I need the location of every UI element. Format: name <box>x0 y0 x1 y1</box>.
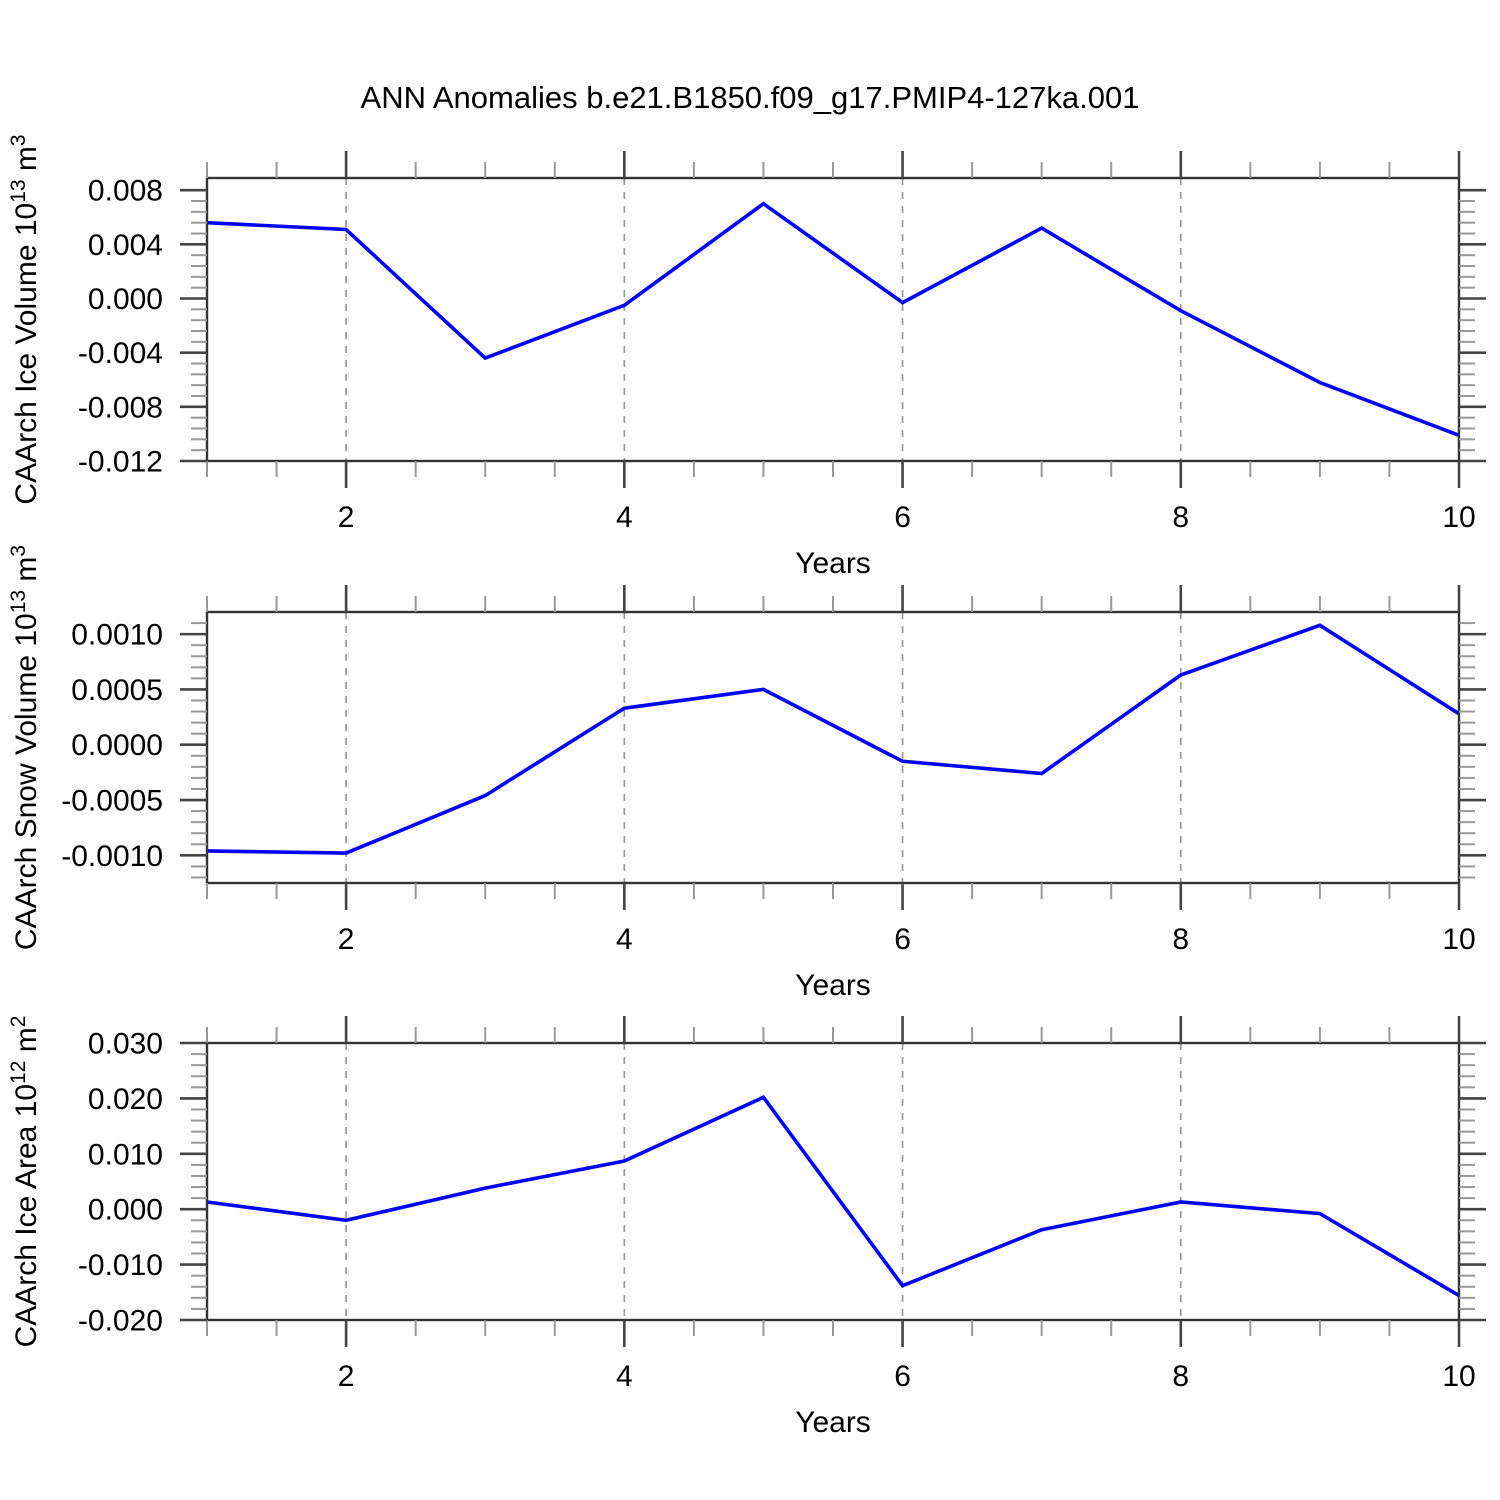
y-tick-label: -0.0005 <box>61 785 163 818</box>
y-tick-label: 0.000 <box>88 283 163 316</box>
x-tick-label: 2 <box>338 923 355 956</box>
data-line <box>206 1095 1460 1298</box>
chart-title: ANN Anomalies b.e21.B1850.f09_g17.PMIP4-… <box>361 80 1140 115</box>
y-tick-label: -0.012 <box>78 446 163 479</box>
y-tick-label: -0.0010 <box>61 840 163 873</box>
data-line <box>206 623 1460 855</box>
y-axis-label: CAArch Ice Area 1012 m2 <box>7 1016 43 1348</box>
x-axis-label: Years <box>795 547 871 580</box>
y-tick-label: 0.030 <box>88 1028 163 1061</box>
x-tick-label: 6 <box>894 923 911 956</box>
x-tick-label: 4 <box>616 501 633 534</box>
x-tick-label: 10 <box>1442 1360 1475 1393</box>
plot-border <box>205 1041 1461 1322</box>
x-axis-label: Years <box>795 969 871 1002</box>
x-tick-label: 6 <box>894 501 911 534</box>
y-tick-label: 0.008 <box>88 175 163 208</box>
y-tick-label: 0.010 <box>88 1138 163 1171</box>
y-tick-label: 0.020 <box>88 1083 163 1116</box>
y-tick-label: -0.010 <box>78 1249 163 1282</box>
y-tick-label: 0.004 <box>88 229 163 262</box>
y-axis-label: CAArch Snow Volume 1013 m3 <box>7 545 43 950</box>
chart-title-group: ANN Anomalies b.e21.B1850.f09_g17.PMIP4-… <box>361 80 1140 115</box>
x-axis-label: Years <box>795 1406 871 1439</box>
y-tick-label: 0.0010 <box>71 619 163 652</box>
y-tick-label: 0.000 <box>88 1194 163 1227</box>
x-tick-label: 6 <box>894 1360 911 1393</box>
data-line <box>206 201 1460 437</box>
y-tick-label: 0.0005 <box>71 674 163 707</box>
y-tick-label: 0.0000 <box>71 729 163 762</box>
x-tick-label: 2 <box>338 1360 355 1393</box>
x-tick-label: 4 <box>616 1360 633 1393</box>
x-tick-label: 8 <box>1172 1360 1189 1393</box>
x-tick-label: 8 <box>1172 923 1189 956</box>
x-tick-label: 4 <box>616 923 633 956</box>
panel-ice-area: 2 4 6 8 10 0.030 0.020 0.010 0.000 -0.010 -0.020 Ye… <box>7 1016 1486 1439</box>
x-tick-label: 10 <box>1442 501 1475 534</box>
panel-ice-volume: 2 4 6 8 10 0.008 0.004 0.000 -0.004 -0.008 -0.012 Y… <box>7 134 1486 580</box>
y-tick-label: -0.020 <box>78 1305 163 1338</box>
x-tick-label: 10 <box>1442 923 1475 956</box>
y-tick-label: -0.008 <box>78 391 163 424</box>
plot-border <box>205 610 1461 885</box>
x-tick-label: 2 <box>338 501 355 534</box>
y-axis-label: CAArch Ice Volume 1013 m3 <box>7 134 43 504</box>
plot-border <box>205 176 1461 463</box>
x-tick-label: 8 <box>1172 501 1189 534</box>
y-tick-label: -0.004 <box>78 337 163 370</box>
panel-snow-volume: 2 4 6 8 10 0.0010 0.0005 0.0000 -0.0005 -0.0010 Ye… <box>7 545 1486 1002</box>
